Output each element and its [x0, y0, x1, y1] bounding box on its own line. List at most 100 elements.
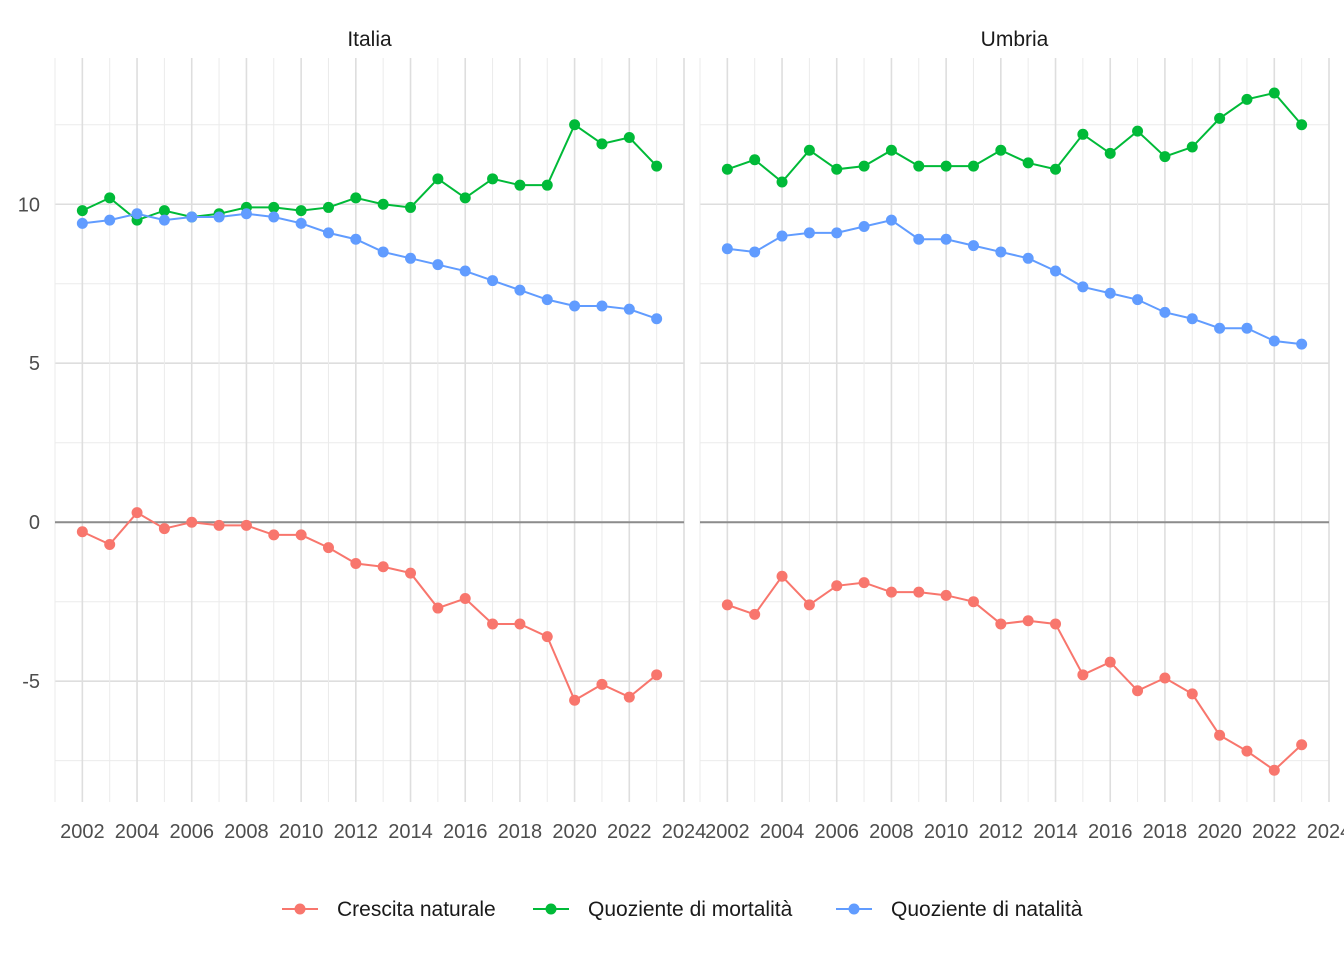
facet-title: Italia [347, 28, 392, 51]
data-point [76, 217, 88, 229]
data-point [350, 558, 362, 570]
data-point [541, 631, 553, 643]
data-point [541, 294, 553, 306]
data-point [569, 300, 581, 312]
y-tick-label: 5 [29, 353, 40, 375]
legend-label: Quoziente di mortalità [588, 898, 793, 921]
x-tick-label: 2002 [705, 821, 750, 843]
y-tick-label: 0 [29, 512, 40, 534]
data-point [1022, 157, 1034, 169]
data-point [104, 214, 116, 226]
data-point [1268, 87, 1280, 99]
data-point [295, 217, 307, 229]
data-point [459, 265, 471, 277]
data-point [1104, 147, 1116, 159]
data-point [1214, 112, 1226, 124]
data-point [776, 176, 788, 188]
x-tick-label: 2012 [979, 821, 1024, 843]
x-tick-label: 2014 [1033, 821, 1078, 843]
data-point [240, 519, 252, 531]
data-point [377, 198, 389, 210]
legend-label: Quoziente di natalità [891, 898, 1083, 921]
data-point [967, 160, 979, 172]
legend-item: Crescita naturale [282, 898, 496, 921]
data-point [596, 300, 608, 312]
data-point [1022, 252, 1034, 264]
x-tick-label: 2018 [498, 821, 543, 843]
data-point [377, 246, 389, 258]
series-quoziente-di-natalit- [76, 208, 663, 325]
data-point [1186, 688, 1198, 700]
data-point [377, 561, 389, 573]
data-point [1214, 322, 1226, 334]
data-point [1159, 672, 1171, 684]
data-point [1104, 287, 1116, 299]
data-point [459, 192, 471, 204]
x-tick-label: 2022 [1252, 821, 1297, 843]
legend-key-point [848, 903, 860, 915]
data-point [651, 669, 663, 681]
data-point [268, 529, 280, 541]
data-point [459, 593, 471, 605]
data-point [487, 618, 499, 630]
data-point [1268, 335, 1280, 347]
data-point [569, 119, 581, 131]
data-point [186, 211, 198, 223]
data-point [213, 211, 225, 223]
data-point [623, 691, 635, 703]
series-crescita-naturale [721, 570, 1308, 776]
x-tick-label: 2020 [552, 821, 597, 843]
data-point [569, 694, 581, 706]
data-point [432, 602, 444, 614]
data-point [432, 259, 444, 271]
data-point [1077, 281, 1089, 293]
data-point [487, 173, 499, 185]
data-point [1050, 265, 1062, 277]
data-point [240, 208, 252, 220]
gridlines [54, 58, 685, 802]
x-tick-label: 2004 [115, 821, 160, 843]
data-point [322, 542, 334, 554]
data-point [1050, 618, 1062, 630]
x-tick-label: 2020 [1197, 821, 1242, 843]
x-tick-label: 2016 [1088, 821, 1133, 843]
data-point [831, 227, 843, 239]
data-point [1241, 322, 1253, 334]
x-tick-label: 2024 [662, 821, 707, 843]
data-point [432, 173, 444, 185]
data-point [514, 284, 526, 296]
legend-key-point [545, 903, 557, 915]
data-point [623, 303, 635, 315]
data-point [749, 608, 761, 620]
x-tick-label: 2024 [1307, 821, 1344, 843]
data-point [1022, 615, 1034, 627]
data-point [131, 507, 143, 519]
facet-title: Umbria [981, 28, 1049, 51]
data-point [1241, 745, 1253, 757]
data-point [1214, 729, 1226, 741]
data-point [967, 240, 979, 252]
data-point [1186, 313, 1198, 325]
legend-key-point [294, 903, 306, 915]
x-tick-label: 2008 [224, 821, 269, 843]
x-tick-label: 2014 [388, 821, 433, 843]
data-point [596, 678, 608, 690]
data-point [186, 516, 198, 528]
data-point [1104, 656, 1116, 668]
data-point [995, 144, 1007, 156]
data-point [651, 160, 663, 172]
data-point [268, 201, 280, 213]
data-point [541, 179, 553, 191]
data-point [1186, 141, 1198, 153]
data-point [749, 246, 761, 258]
data-point [995, 618, 1007, 630]
legend-item: Quoziente di natalità [836, 898, 1083, 921]
x-tick-label: 2004 [760, 821, 805, 843]
data-point [405, 201, 417, 213]
data-point [1159, 151, 1171, 163]
gridlines [699, 58, 1330, 802]
x-axis-ticks: 2002 2004 2006 2008 2010 2012 2014 2016 2018 2020… [60, 821, 706, 843]
